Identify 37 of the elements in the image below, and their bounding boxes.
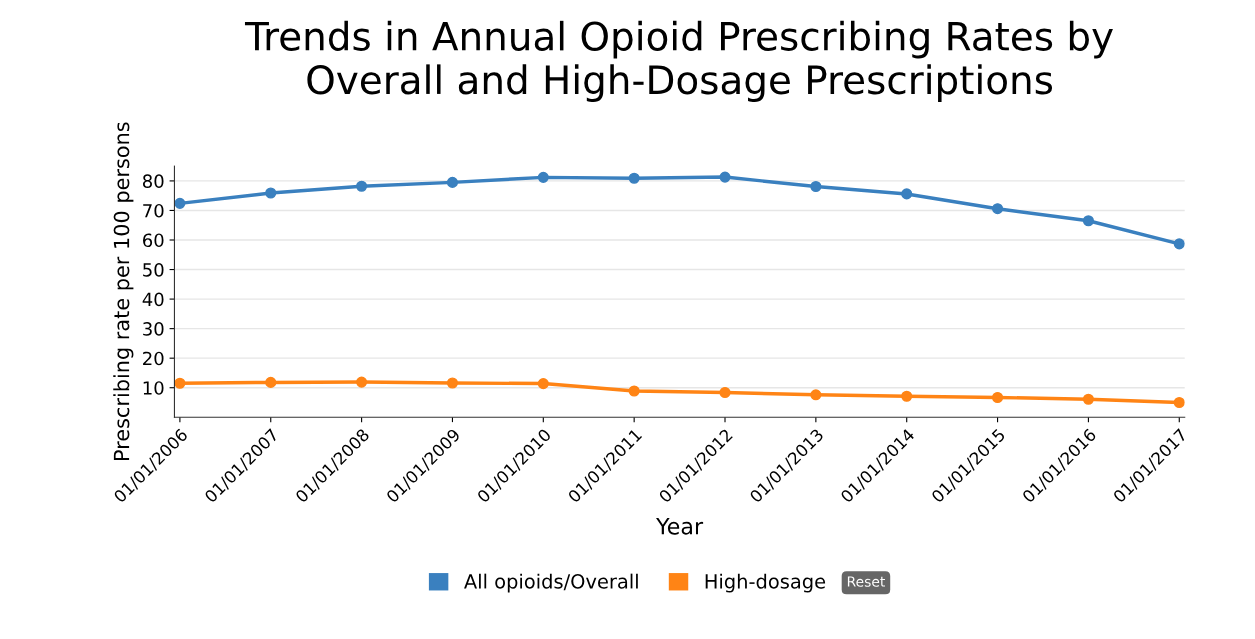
y-tick-label: 60 bbox=[143, 233, 164, 248]
y-tick-label: 20 bbox=[143, 351, 164, 366]
point bbox=[174, 197, 186, 209]
point bbox=[356, 376, 368, 388]
y-tick-label: 10 bbox=[143, 381, 164, 395]
point bbox=[901, 390, 913, 402]
point bbox=[446, 176, 459, 188]
point bbox=[992, 391, 1004, 404]
point bbox=[537, 171, 549, 183]
point bbox=[901, 188, 913, 200]
y-tick-label: 40 bbox=[142, 292, 164, 307]
point bbox=[1173, 396, 1185, 409]
point bbox=[265, 187, 277, 199]
point bbox=[628, 385, 640, 397]
y-tick-label: 70 bbox=[143, 203, 164, 218]
point bbox=[1082, 215, 1094, 227]
point bbox=[356, 180, 368, 192]
point bbox=[174, 377, 186, 389]
point bbox=[537, 378, 549, 390]
point bbox=[992, 203, 1004, 215]
legend-label: All opioids/Overall bbox=[464, 573, 638, 593]
y-tick-label: 80 bbox=[142, 174, 164, 189]
point bbox=[1082, 393, 1094, 405]
point bbox=[810, 389, 822, 401]
point bbox=[719, 386, 731, 399]
point bbox=[810, 180, 822, 193]
chart-title: Trends in Annual Opioid Prescribing Rates by Overall and High-Dosage Prescriptions bbox=[244, 20, 1113, 103]
legend-label: High-dosage bbox=[705, 573, 826, 593]
point bbox=[1173, 238, 1185, 250]
y-tick-label: 30 bbox=[143, 322, 164, 336]
x-axis-title: Year bbox=[656, 518, 704, 535]
text: Reset bbox=[847, 576, 886, 587]
y-tick-label: 50 bbox=[143, 263, 164, 277]
point bbox=[446, 377, 459, 389]
point bbox=[628, 172, 640, 184]
point bbox=[265, 376, 277, 388]
point bbox=[719, 171, 731, 183]
